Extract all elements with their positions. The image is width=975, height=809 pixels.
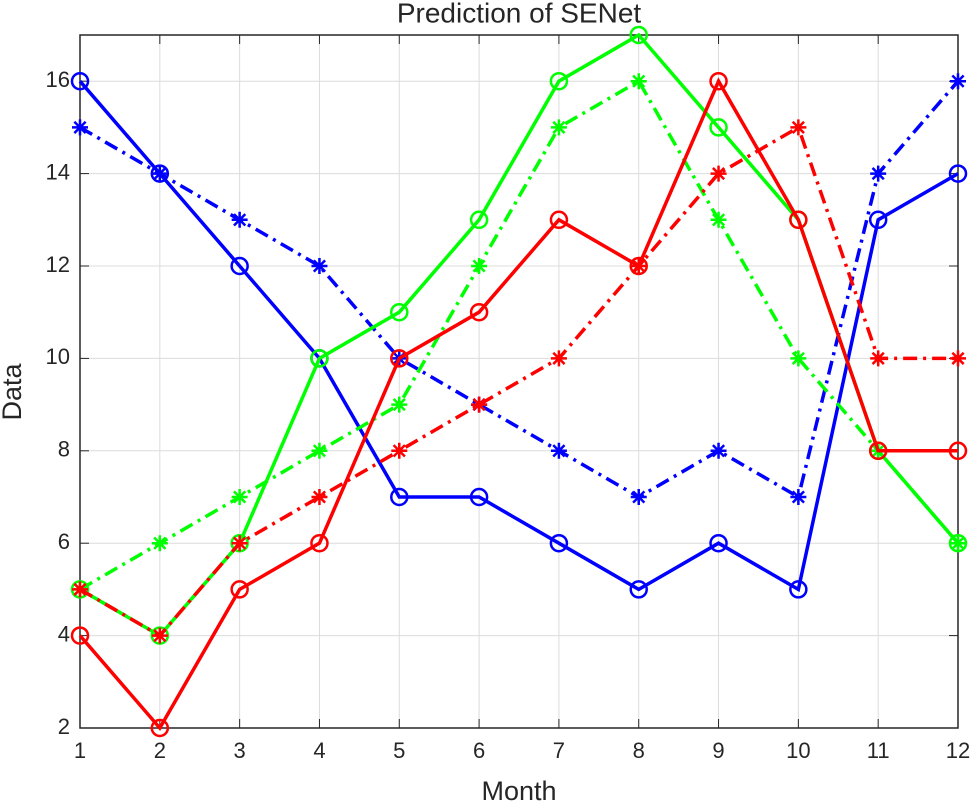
marker: [150, 718, 170, 738]
marker: [630, 258, 647, 274]
marker: [469, 487, 489, 507]
x-axis-label: Month: [481, 776, 556, 806]
marker: [311, 489, 328, 505]
marker: [709, 71, 728, 91]
marker: [390, 487, 409, 507]
marker: [550, 442, 567, 459]
marker: [790, 119, 807, 136]
marker: [630, 489, 647, 505]
series-line: [79, 80, 960, 500]
marker: [948, 441, 968, 461]
marker: [70, 626, 90, 645]
marker: [469, 302, 489, 322]
marker: [790, 350, 807, 367]
x-tick-label: 2: [154, 738, 166, 763]
x-tick-label: 8: [633, 738, 645, 763]
y-tick-label: 10: [46, 344, 70, 369]
marker: [230, 580, 249, 599]
marker: [549, 533, 569, 553]
x-tick-label: 11: [867, 738, 890, 763]
series-line: [79, 78, 960, 591]
y-tick-label: 6: [58, 529, 70, 554]
y-tick-label: 14: [46, 159, 70, 184]
marker: [151, 535, 168, 552]
x-tick-label: 3: [234, 738, 246, 763]
marker: [231, 535, 248, 552]
marker: [870, 350, 887, 367]
x-tick-label: 10: [786, 738, 810, 763]
series-line: [79, 124, 958, 638]
marker: [790, 489, 807, 505]
y-tick-label: 8: [58, 437, 70, 462]
marker: [630, 73, 647, 90]
x-tick-label: 5: [393, 738, 405, 763]
series-line: [78, 80, 959, 593]
marker: [391, 396, 408, 413]
y-tick-label: 4: [58, 621, 70, 646]
x-tick-label: 12: [946, 738, 970, 763]
marker: [629, 580, 648, 599]
marker: [471, 396, 488, 413]
x-tick-label: 7: [553, 738, 565, 763]
marker: [950, 350, 966, 367]
marker: [70, 71, 90, 91]
y-tick-label: 16: [46, 67, 70, 92]
x-tick-label: 9: [712, 738, 724, 763]
marker: [550, 119, 567, 136]
marker: [151, 627, 168, 644]
marker: [311, 258, 328, 274]
y-axis-label: Data: [0, 363, 27, 421]
marker: [310, 533, 329, 553]
marker: [870, 165, 887, 182]
marker: [709, 533, 728, 553]
marker: [231, 211, 248, 228]
marker: [629, 25, 648, 45]
marker: [868, 210, 888, 230]
marker: [151, 165, 168, 182]
marker: [549, 71, 569, 91]
marker: [469, 210, 489, 230]
marker: [311, 442, 328, 459]
marker: [948, 164, 968, 183]
chart-title: Prediction of SENet: [397, 0, 642, 28]
marker: [471, 258, 488, 274]
x-tick-label: 4: [313, 738, 325, 763]
marker: [390, 349, 409, 368]
series-line: [79, 32, 960, 638]
marker: [310, 349, 329, 368]
marker: [950, 73, 966, 90]
marker: [789, 210, 808, 230]
marker: [950, 535, 966, 552]
marker: [549, 210, 569, 230]
y-tick-label: 2: [58, 714, 70, 739]
x-tick-label: 6: [473, 738, 485, 763]
marker: [550, 350, 567, 367]
marker: [230, 256, 249, 276]
marker: [72, 581, 88, 598]
y-tick-label: 12: [46, 252, 70, 277]
marker: [391, 442, 408, 459]
marker: [231, 489, 248, 505]
x-tick-label: 1: [74, 738, 86, 763]
marker: [72, 119, 88, 136]
series-line: [78, 77, 958, 732]
plot-frame: [79, 34, 959, 729]
marker: [709, 118, 728, 137]
marker: [710, 165, 727, 182]
marker: [789, 580, 808, 599]
marker: [710, 211, 727, 228]
marker: [868, 441, 888, 461]
marker: [390, 302, 409, 322]
marker: [710, 442, 727, 459]
